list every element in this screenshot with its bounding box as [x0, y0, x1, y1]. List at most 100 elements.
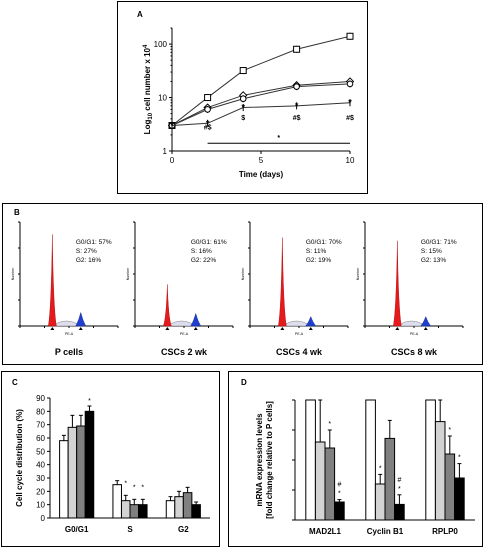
d-significance-mark: *: [328, 421, 331, 428]
c-y-tick-label: 90: [36, 394, 45, 403]
b-axis-y-label: Number: [356, 267, 360, 280]
c-y-tick-label: 80: [36, 407, 45, 416]
b-g1-peak: [393, 240, 402, 327]
panel-b: B PE-A Number G0/G1: 57% S: 27% G2: 16% P cel…: [2, 203, 483, 365]
b-axis-x-label: PE-A: [410, 332, 419, 336]
b-g1-peak: [163, 284, 172, 327]
c-bar: [174, 496, 184, 519]
c-bar: [182, 492, 193, 519]
d-y-label-line2: [fold change relative to P cells]: [265, 401, 274, 519]
b-g2-text: G2: 22%: [191, 257, 217, 264]
c-category-label: G2: [178, 525, 189, 534]
d-significance-mark: *: [458, 455, 461, 462]
c-y-tick-label: 30: [36, 474, 45, 483]
a-y-tick-label: 10: [158, 94, 167, 103]
c-y-tick-label: 40: [36, 461, 45, 470]
c-category-label: S: [127, 525, 133, 534]
d-y-label-line1: mRNA expression levels: [255, 413, 264, 507]
a-y-tick-label: 100: [154, 40, 168, 49]
b-g1-peak: [278, 237, 287, 327]
b-histogram: PE-A Number G0/G1: 57% S: 27% G2: 16% P cells: [11, 221, 119, 357]
c-y-tick-label: 50: [36, 447, 45, 456]
b-g2-marker: [193, 327, 198, 330]
b-g2-peak: [190, 312, 202, 327]
b-g0g1-text: G0/G1: 71%: [421, 239, 457, 246]
a-point-star: *: [295, 101, 299, 111]
a-point-circle: [346, 80, 354, 88]
d-bar: [394, 503, 405, 521]
d-bar: [454, 477, 465, 521]
panel-c-letter: C: [12, 378, 18, 387]
a-point-circle: [293, 83, 300, 90]
d-bar: [425, 399, 436, 521]
d-category-label: Cyclin B1: [367, 527, 404, 536]
b-g2-text: G2: 16%: [76, 257, 102, 264]
c-bar: [112, 484, 122, 519]
c-significance-mark: *: [124, 480, 127, 487]
d-significance-mark: #: [337, 482, 341, 489]
b-g1-peak: [48, 234, 57, 327]
b-g2-peak: [75, 312, 87, 327]
a-annotation: #$: [204, 125, 212, 132]
a-series-line: [171, 80, 351, 126]
d-significance-mark: *: [379, 465, 382, 472]
a-annotation: *: [277, 135, 280, 142]
b-axis-y-label: Number: [241, 267, 245, 280]
b-axis-y-label: Number: [126, 267, 130, 280]
b-g0g1-text: G0/G1: 61%: [191, 239, 227, 246]
b-s-text: S: 11%: [306, 248, 327, 255]
c-bar: [84, 410, 95, 519]
b-g1-marker: [395, 327, 400, 330]
b-s-text: S: 15%: [421, 248, 442, 255]
a-x-label: Time (days): [239, 170, 284, 179]
b-s-text: S: 27%: [76, 248, 97, 255]
d-category-label: RPLP0: [432, 527, 458, 536]
d-significance-mark: *: [448, 427, 451, 434]
b-axis-x-label: PE-A: [65, 332, 74, 336]
b-axis-y-label: Number: [11, 267, 15, 280]
panel-b-border: [2, 203, 483, 365]
panel-a-border: [117, 1, 368, 194]
c-bar: [67, 426, 78, 519]
b-g0g1-text: G0/G1: 70%: [306, 239, 342, 246]
a-point-square: [346, 32, 354, 40]
panel-a: A 0 5 10 1 10 100 Time (days) Log10 cell number…: [117, 1, 368, 194]
b-g2-peak: [420, 316, 432, 327]
a-x-tick-label: 5: [259, 156, 264, 165]
a-point-square: [204, 94, 212, 102]
a-point-circle: [204, 106, 211, 113]
a-annotation: #$: [346, 115, 354, 122]
d-bar: [434, 421, 446, 521]
d-significance-mark: #: [397, 477, 401, 484]
b-g1-marker: [165, 327, 170, 330]
a-x-tick-label: 10: [346, 156, 355, 165]
a-point-circle: [239, 95, 247, 103]
c-bar: [59, 440, 69, 519]
b-g0g1-text: G0/G1: 57%: [76, 239, 112, 246]
b-axis-x-label: PE-A: [295, 332, 304, 336]
d-significance-mark: *: [398, 486, 401, 493]
a-point-square: [239, 67, 247, 75]
b-histogram-title: P cells: [55, 347, 83, 357]
b-g2-text: G2: 19%: [306, 257, 332, 264]
c-y-tick-label: 10: [36, 501, 45, 510]
b-histogram: PE-A Number G0/G1: 71% S: 15% G2: 13% CSCs 8 …: [356, 221, 464, 357]
c-bar: [120, 500, 131, 519]
c-bar: [138, 504, 148, 519]
d-bar: [384, 437, 396, 521]
a-annotation: #$: [293, 115, 301, 122]
panel-b-letter: B: [14, 208, 20, 217]
panel-d: D MAD2L1 Cyclin B1 RPLP0 * # * * # * * * mRNA expre…: [228, 371, 483, 547]
a-point-square: [293, 45, 301, 53]
panel-d-letter: D: [241, 378, 247, 387]
c-bar: [165, 500, 176, 519]
panel-c: C 0 10 20 30 40 50 60 70 80 90 G0/G1 S G2 * * * * Cell cy…: [1, 371, 220, 547]
b-histogram-title: CSCs 8 wk: [391, 347, 438, 357]
a-point-star: *: [241, 103, 245, 113]
panel-c-border: [1, 371, 220, 547]
b-histogram-title: CSCs 4 wk: [276, 347, 323, 357]
b-histogram: PE-A Number G0/G1: 70% S: 11% G2: 19% CSCs 4 …: [241, 221, 349, 357]
c-category-label: G0/G1: [65, 525, 89, 534]
d-bar: [324, 447, 336, 521]
